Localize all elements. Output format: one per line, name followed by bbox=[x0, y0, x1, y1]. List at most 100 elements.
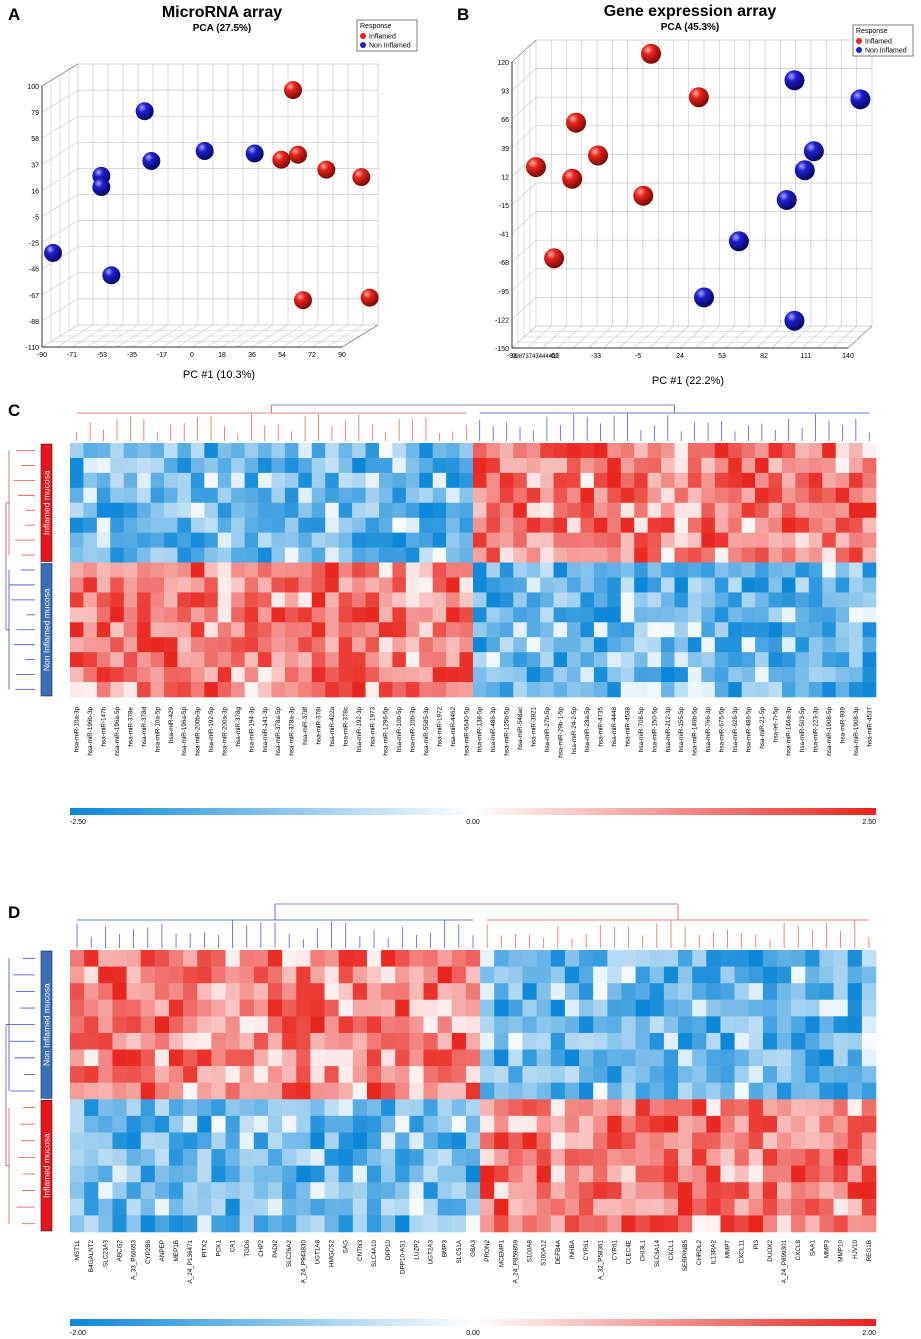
heat-cell bbox=[405, 592, 420, 608]
heat-cell bbox=[419, 457, 433, 474]
heat-cell bbox=[508, 1198, 523, 1216]
heat-cell bbox=[154, 999, 170, 1017]
heat-cell bbox=[271, 547, 286, 563]
heat-cell bbox=[835, 457, 850, 474]
heat-cell bbox=[808, 652, 823, 668]
heat-cell bbox=[607, 1115, 622, 1133]
heat-cell bbox=[580, 652, 595, 668]
heat-cell bbox=[536, 1016, 552, 1034]
heat-cell bbox=[352, 457, 366, 474]
heat-cell bbox=[126, 1115, 142, 1133]
heat-cell bbox=[311, 472, 326, 489]
heat-cell bbox=[755, 502, 769, 519]
heat-cell bbox=[324, 966, 339, 984]
heat-cell bbox=[678, 1032, 693, 1050]
heat-cell bbox=[805, 983, 820, 1001]
heat-cell bbox=[168, 1082, 184, 1100]
heat-cell bbox=[137, 457, 151, 474]
heat-cell bbox=[728, 592, 742, 608]
heat-cell bbox=[98, 983, 113, 1001]
heat-cell bbox=[258, 682, 272, 698]
heat-cell bbox=[748, 1016, 764, 1034]
heat-cell bbox=[267, 1132, 283, 1150]
heat-cell bbox=[513, 562, 528, 578]
heat-cell bbox=[593, 652, 608, 668]
heat-cell bbox=[419, 577, 433, 593]
heat-cell bbox=[338, 487, 353, 504]
column-label: S100A12 bbox=[541, 1240, 548, 1266]
heat-cell bbox=[338, 1066, 354, 1084]
heat-cell bbox=[465, 966, 481, 984]
heat-cell bbox=[580, 592, 595, 608]
heat-cell bbox=[861, 1115, 877, 1133]
heat-cell bbox=[392, 637, 407, 653]
heat-cell bbox=[324, 1149, 339, 1166]
heat-cell bbox=[392, 667, 407, 683]
y-tick-label: -88 bbox=[29, 319, 39, 326]
heat-cell bbox=[647, 443, 662, 459]
heat-cell bbox=[423, 950, 438, 967]
heat-cell bbox=[701, 547, 716, 563]
heat-cell bbox=[70, 1049, 85, 1067]
heat-cell bbox=[781, 577, 796, 593]
heat-cell bbox=[620, 607, 635, 623]
heat-cell bbox=[432, 592, 447, 608]
heat-cell bbox=[833, 1132, 849, 1150]
heat-cell bbox=[239, 1198, 255, 1216]
heat-cell bbox=[282, 1132, 297, 1150]
heat-cell bbox=[459, 517, 474, 533]
heat-cell bbox=[674, 457, 689, 474]
heat-cell bbox=[791, 1032, 806, 1050]
heat-cell bbox=[423, 1049, 438, 1067]
heat-cell bbox=[446, 472, 460, 489]
heat-cell bbox=[409, 1182, 424, 1200]
heat-cell bbox=[154, 1082, 170, 1100]
heat-cell bbox=[513, 622, 528, 638]
heat-cell bbox=[217, 457, 232, 474]
heat-cell bbox=[634, 562, 648, 578]
heat-cell bbox=[620, 592, 635, 608]
heat-cell bbox=[311, 502, 326, 519]
heat-cell bbox=[338, 532, 353, 548]
heat-cell bbox=[706, 1149, 721, 1166]
heat-cell bbox=[550, 1099, 566, 1117]
heat-cell bbox=[325, 682, 339, 698]
heat-cell bbox=[338, 577, 353, 593]
column-label: HMGCS2 bbox=[329, 1240, 336, 1267]
heat-cell bbox=[494, 1082, 509, 1100]
heat-cell bbox=[791, 999, 806, 1017]
heat-cell bbox=[258, 607, 272, 623]
heat-cell bbox=[480, 983, 495, 1001]
heat-cell bbox=[432, 547, 447, 563]
heat-cell bbox=[862, 457, 877, 474]
y-tick-label: 12 bbox=[501, 174, 509, 181]
heat-cell bbox=[819, 1032, 834, 1050]
heat-cell bbox=[567, 487, 581, 504]
heat-cell bbox=[282, 1165, 297, 1183]
heat-cell bbox=[649, 1149, 665, 1166]
heat-cell bbox=[284, 622, 299, 638]
heat-cell bbox=[553, 562, 568, 578]
heat-cell bbox=[459, 472, 474, 489]
heat-cell bbox=[649, 1198, 665, 1216]
heat-cell bbox=[663, 1049, 679, 1067]
heat-cell bbox=[446, 577, 460, 593]
heat-cell bbox=[635, 983, 651, 1001]
heat-cell bbox=[137, 532, 151, 548]
heat-cell bbox=[720, 1032, 735, 1050]
heat-cell bbox=[849, 457, 863, 474]
heat-cell bbox=[112, 999, 127, 1017]
heat-cell bbox=[154, 1165, 170, 1183]
heat-cell bbox=[593, 950, 608, 967]
heat-cell bbox=[451, 1165, 467, 1183]
heat-cell bbox=[861, 1082, 877, 1100]
heat-cell bbox=[486, 457, 501, 474]
heat-cell bbox=[580, 682, 595, 698]
heat-cell bbox=[465, 1016, 481, 1034]
heat-cell bbox=[762, 966, 778, 984]
heat-cell bbox=[310, 1132, 325, 1150]
heat-cell bbox=[98, 966, 113, 984]
heat-cell bbox=[96, 547, 111, 563]
heat-cell bbox=[822, 592, 836, 608]
heat-cell bbox=[861, 950, 877, 967]
